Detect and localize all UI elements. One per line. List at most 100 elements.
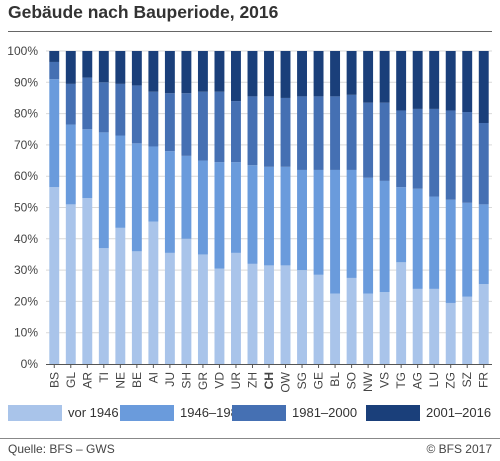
bar-segment-vor-1946 — [197, 254, 208, 364]
bar-segment-2001-2016 — [247, 51, 258, 97]
bar-segment-1981-2000 — [181, 93, 192, 156]
title-rule — [8, 31, 492, 32]
bar-segment-vor-1946 — [181, 238, 192, 364]
bar-segment-vor-1946 — [280, 265, 291, 364]
bar-segment-2001-2016 — [115, 51, 126, 84]
bar-segment-2001-2016 — [49, 51, 60, 62]
bar-segment-1981-2000 — [363, 102, 374, 178]
bar-segment-vor-1946 — [115, 227, 126, 364]
bar-segment-1981-2000 — [396, 110, 407, 188]
bar-segment-1946-1980 — [164, 151, 175, 253]
bar-segment-1946-1980 — [247, 165, 258, 264]
bar-segment-1981-2000 — [379, 102, 390, 181]
legend-swatch-1946-1980 — [120, 405, 174, 421]
copyright-note: © BFS 2017 — [426, 442, 492, 456]
bar-segment-1946-1980 — [412, 188, 423, 289]
x-tick-label: CH — [262, 372, 276, 389]
legend-label-1946-1980: 1946–1980 — [180, 405, 246, 420]
bar-segment-1946-1980 — [396, 187, 407, 263]
x-tick-label: AG — [411, 372, 425, 389]
bar-segment-2001-2016 — [82, 51, 93, 78]
bar-segment-2001-2016 — [131, 51, 142, 86]
bar-segment-2001-2016 — [264, 51, 274, 97]
x-tick-label: BS — [47, 372, 61, 388]
x-tick-label: TI — [97, 372, 111, 383]
bar-segment-1981-2000 — [445, 110, 456, 200]
bar-segment-1981-2000 — [131, 85, 142, 144]
bar-segment-1981-2000 — [148, 91, 159, 147]
x-tick-label: TG — [394, 372, 408, 389]
bar-segment-2001-2016 — [346, 51, 357, 95]
y-tick-label: 0% — [21, 357, 39, 371]
bar-segment-1946-1980 — [297, 169, 307, 271]
x-tick-label: NE — [113, 372, 127, 389]
x-tick-label: BL — [328, 372, 342, 387]
bar-segment-2001-2016 — [280, 51, 291, 98]
bar-segment-vor-1946 — [379, 292, 390, 364]
bar-segment-vor-1946 — [330, 293, 341, 364]
bar-segment-vor-1946 — [412, 288, 423, 364]
bar-segment-vor-1946 — [445, 302, 456, 364]
x-tick-label: SZ — [460, 372, 474, 387]
y-tick-label: 90% — [14, 75, 38, 89]
x-tick-label: SG — [295, 372, 309, 389]
legend-label-vor-1946: vor 1946 — [68, 405, 119, 420]
y-tick-label: 40% — [14, 232, 38, 246]
bar-segment-1946-1980 — [313, 169, 324, 275]
bar-segment-2001-2016 — [363, 51, 374, 103]
bar-segment-1946-1980 — [445, 199, 456, 303]
bar-segment-1981-2000 — [462, 112, 473, 203]
y-tick-label: 80% — [14, 107, 38, 121]
bar-segment-1981-2000 — [478, 122, 489, 205]
bar-segment-1946-1980 — [131, 143, 142, 252]
y-tick-label: 100% — [7, 44, 38, 58]
bar-segment-1981-2000 — [264, 96, 274, 167]
y-tick-label: 10% — [14, 326, 38, 340]
x-tick-label: VD — [212, 372, 226, 389]
bar-segment-vor-1946 — [65, 204, 76, 364]
bar-segment-1946-1980 — [363, 177, 374, 294]
bar-segment-1981-2000 — [429, 108, 440, 197]
bar-segment-1946-1980 — [65, 124, 76, 205]
x-tick-label: JU — [163, 372, 177, 387]
bar-segment-1981-2000 — [214, 91, 225, 163]
bar-segment-vor-1946 — [231, 252, 241, 364]
x-tick-label: AI — [146, 372, 160, 383]
bar-segment-vor-1946 — [396, 262, 407, 364]
x-tick-label: SO — [345, 372, 359, 389]
bar-segment-vor-1946 — [214, 268, 225, 364]
bar-segment-1946-1980 — [82, 129, 93, 199]
y-tick-label: 60% — [14, 169, 38, 183]
bar-segment-vor-1946 — [247, 263, 258, 364]
bar-segment-1981-2000 — [82, 77, 93, 130]
bar-segment-vor-1946 — [98, 248, 109, 364]
x-tick-label: AR — [80, 372, 94, 389]
bar-segment-2001-2016 — [214, 51, 225, 92]
bar-segment-2001-2016 — [412, 51, 423, 109]
bar-segment-1946-1980 — [148, 146, 159, 222]
x-tick-label: UR — [229, 372, 243, 390]
bar-segment-vor-1946 — [82, 198, 93, 364]
bar-segment-1946-1980 — [478, 204, 489, 285]
bar-segment-2001-2016 — [148, 51, 159, 92]
legend-label-1981-2000: 1981–2000 — [292, 405, 358, 420]
bar-segment-2001-2016 — [379, 51, 390, 103]
bar-segment-vor-1946 — [462, 296, 473, 364]
x-tick-label: GR — [196, 372, 210, 390]
x-tick-label: VS — [378, 372, 392, 388]
bar-segment-vor-1946 — [478, 284, 489, 364]
bar-segment-1981-2000 — [164, 93, 175, 152]
legend-swatch-1981-2000 — [232, 405, 286, 421]
x-tick-label: OW — [279, 371, 293, 392]
bar-segment-1981-2000 — [98, 82, 109, 133]
bar-segment-1946-1980 — [214, 162, 225, 269]
bar-segment-1981-2000 — [247, 96, 258, 166]
bar-segment-1981-2000 — [313, 96, 324, 170]
bar-segment-1981-2000 — [65, 83, 76, 125]
bar-segment-vor-1946 — [363, 293, 374, 364]
bar-segment-1946-1980 — [264, 166, 274, 266]
bar-segment-vor-1946 — [313, 274, 324, 364]
bar-segment-1946-1980 — [379, 180, 390, 293]
bar-segment-vor-1946 — [429, 288, 440, 364]
x-tick-label: ZG — [444, 372, 458, 389]
